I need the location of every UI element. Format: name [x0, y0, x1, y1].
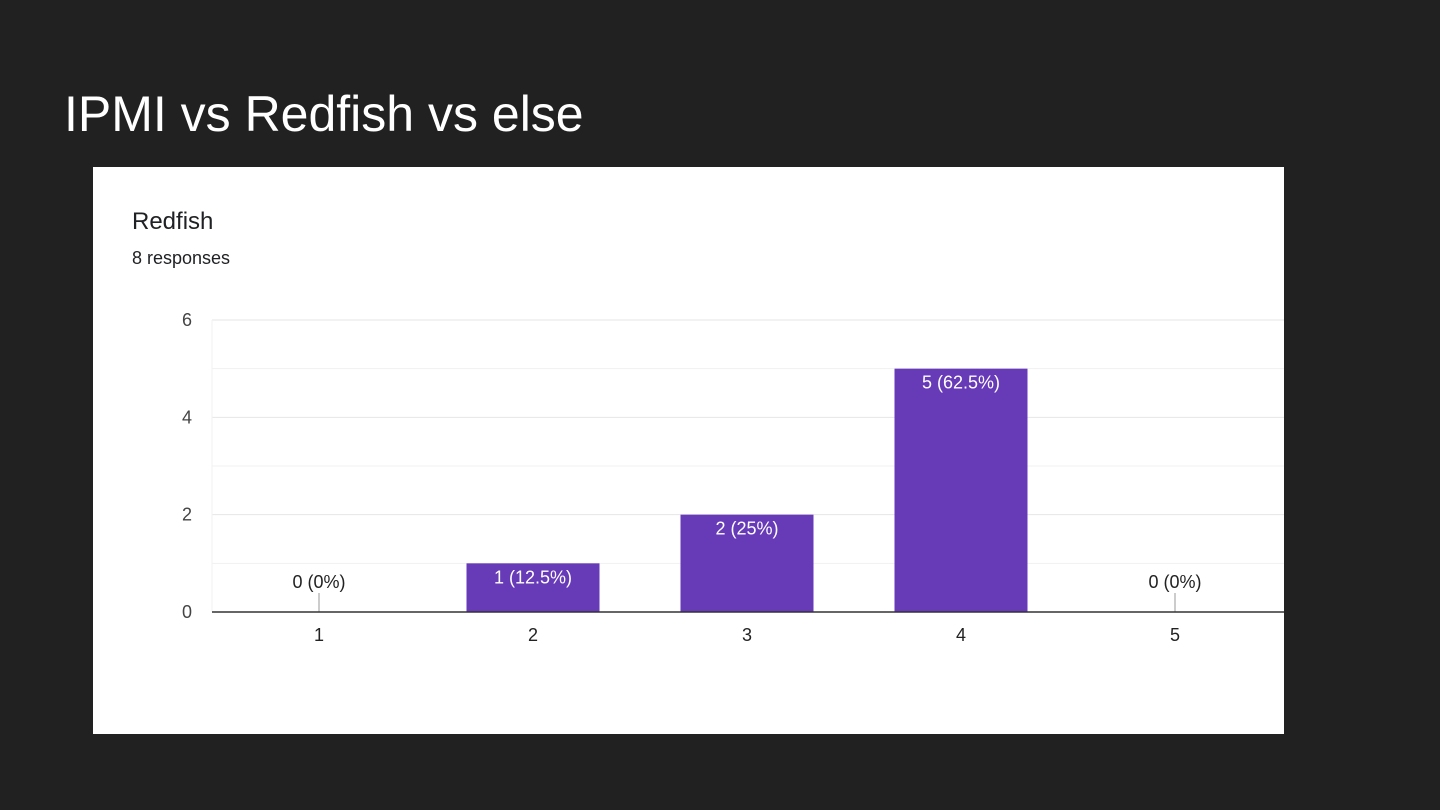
chart-card: Redfish 8 responses 0 2 4 6 0 (0%) 1 1 (12.5%)… — [93, 167, 1284, 734]
chart-title: Redfish — [132, 208, 214, 235]
x-tick-label: 1 — [314, 625, 324, 645]
y-tick-label: 6 — [182, 310, 192, 330]
bar — [894, 368, 1028, 612]
data-label: 0 (0%) — [1148, 572, 1201, 592]
x-tick-label: 5 — [1170, 625, 1180, 645]
x-tick-label: 3 — [742, 625, 752, 645]
bar — [466, 563, 600, 612]
bar — [680, 514, 814, 612]
slide-title: IPMI vs Redfish vs else — [64, 86, 584, 142]
x-tick-label: 4 — [956, 625, 966, 645]
data-label: 0 (0%) — [292, 572, 345, 592]
data-label: 1 (12.5%) — [494, 567, 572, 587]
data-label: 2 (25%) — [715, 519, 778, 539]
y-tick-label: 4 — [182, 407, 192, 427]
data-label: 5 (62.5%) — [922, 373, 1000, 393]
x-tick-label: 2 — [528, 625, 538, 645]
chart-subtitle: 8 responses — [132, 248, 231, 268]
bar-chart: 0 2 4 6 0 (0%) 1 1 (12.5%) 2 2 (25%) 3 5 (62.5%) 4 0… — [182, 310, 1284, 645]
y-tick-label: 2 — [182, 505, 192, 525]
y-tick-label: 0 — [182, 602, 192, 622]
